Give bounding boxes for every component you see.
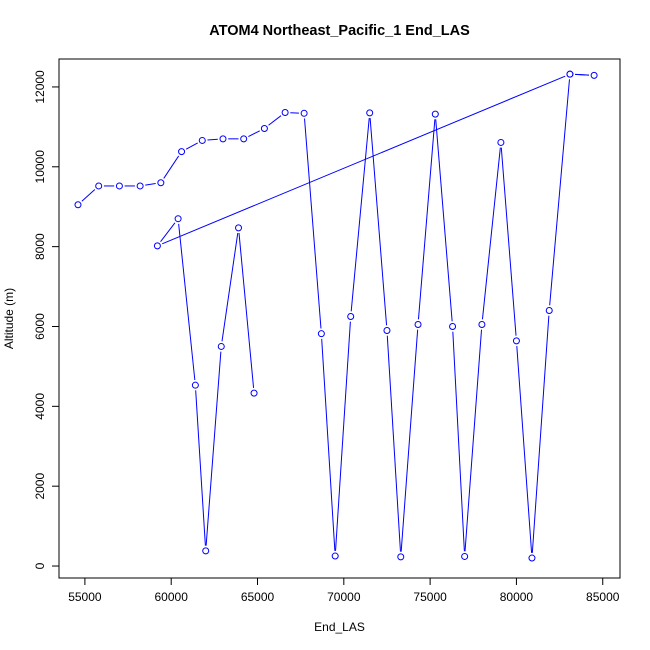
series-line-segment xyxy=(207,138,218,141)
series-line-segment xyxy=(304,118,322,329)
y-tick-label: 2000 xyxy=(33,473,47,500)
data-point xyxy=(512,337,520,345)
data-point xyxy=(383,326,391,334)
series-line-segment xyxy=(268,115,282,126)
y-tick-label: 10000 xyxy=(33,150,47,184)
series-line-segment xyxy=(435,119,453,322)
data-point xyxy=(136,182,144,190)
series-line-segment xyxy=(335,321,351,551)
series-line-segment xyxy=(160,222,176,243)
data-point xyxy=(219,135,227,143)
series-line-segment xyxy=(481,147,501,320)
series-line-segment xyxy=(400,329,419,552)
data-point xyxy=(366,109,374,117)
data-point xyxy=(281,108,289,116)
data-point xyxy=(300,109,308,117)
data-point xyxy=(198,136,206,144)
data-point xyxy=(95,182,103,190)
x-tick-label: 65000 xyxy=(241,590,275,604)
series-line-segment xyxy=(248,130,260,137)
data-point xyxy=(397,553,405,561)
series-line-segment xyxy=(350,118,370,312)
y-tick-label: 0 xyxy=(33,562,47,569)
series-line-segment xyxy=(549,79,570,306)
x-tick-label: 75000 xyxy=(413,590,447,604)
series-line-segment xyxy=(464,329,483,552)
series-line-segment xyxy=(81,189,96,202)
data-point xyxy=(115,182,123,190)
data-point xyxy=(178,148,186,156)
series-line-segment xyxy=(575,73,589,76)
series-line-segment xyxy=(221,232,239,342)
data-point xyxy=(240,135,248,143)
x-axis: 55000 60000 65000 70000 75000 80000 85000 xyxy=(68,577,620,604)
data-point xyxy=(331,552,339,560)
series-line-segment xyxy=(205,351,222,546)
data-point xyxy=(461,552,469,560)
data-point xyxy=(202,547,210,555)
y-axis-label: Altitude (m) xyxy=(2,288,16,349)
x-tick-label: 85000 xyxy=(586,590,620,604)
series-line-segment xyxy=(500,147,517,336)
series-line-segment xyxy=(386,335,401,552)
data-point xyxy=(191,381,199,389)
series-line-segment xyxy=(163,155,180,179)
series-line-segment xyxy=(417,119,436,320)
data-point xyxy=(590,71,598,79)
series-line-segment xyxy=(452,331,465,552)
y-tick-label: 6000 xyxy=(33,313,47,340)
series-line-segment xyxy=(145,183,156,186)
series-line-segment xyxy=(185,142,198,150)
data-point xyxy=(431,110,439,118)
y-tick-label: 4000 xyxy=(33,393,47,420)
x-tick-label: 80000 xyxy=(500,590,534,604)
data-point xyxy=(347,313,355,321)
y-tick-label: 12000 xyxy=(33,70,47,104)
data-point xyxy=(414,320,422,328)
data-point xyxy=(545,307,553,315)
data-point xyxy=(478,320,486,328)
series-line-segment xyxy=(178,223,196,381)
data-point xyxy=(449,322,457,330)
x-axis-label: End_LAS xyxy=(314,620,365,634)
data-point xyxy=(235,224,243,232)
data-point xyxy=(497,138,505,146)
series-line-segment xyxy=(531,315,550,553)
series-line-segment xyxy=(516,346,533,553)
data-point xyxy=(174,215,182,223)
data-point xyxy=(566,70,574,78)
series-line-segment xyxy=(321,338,336,551)
series-line-segment xyxy=(195,390,206,546)
y-tick-label: 8000 xyxy=(33,233,47,260)
series-group xyxy=(74,70,598,562)
series-line-segment xyxy=(369,118,388,326)
series-line-segment xyxy=(238,233,255,389)
data-point xyxy=(260,124,268,132)
data-point xyxy=(250,389,258,397)
data-point xyxy=(217,342,225,350)
x-tick-label: 55000 xyxy=(68,590,102,604)
x-tick-label: 70000 xyxy=(327,590,361,604)
x-tick-label: 60000 xyxy=(155,590,189,604)
chart-title: ATOM4 Northeast_Pacific_1 End_LAS xyxy=(209,23,470,39)
data-point xyxy=(157,179,165,187)
y-axis: 0 2000 4000 6000 8000 10000 12000 xyxy=(33,70,60,569)
series-line-segment xyxy=(161,75,566,245)
data-point xyxy=(153,242,161,250)
data-point xyxy=(528,554,536,562)
data-point xyxy=(74,201,82,209)
data-point xyxy=(317,330,325,338)
